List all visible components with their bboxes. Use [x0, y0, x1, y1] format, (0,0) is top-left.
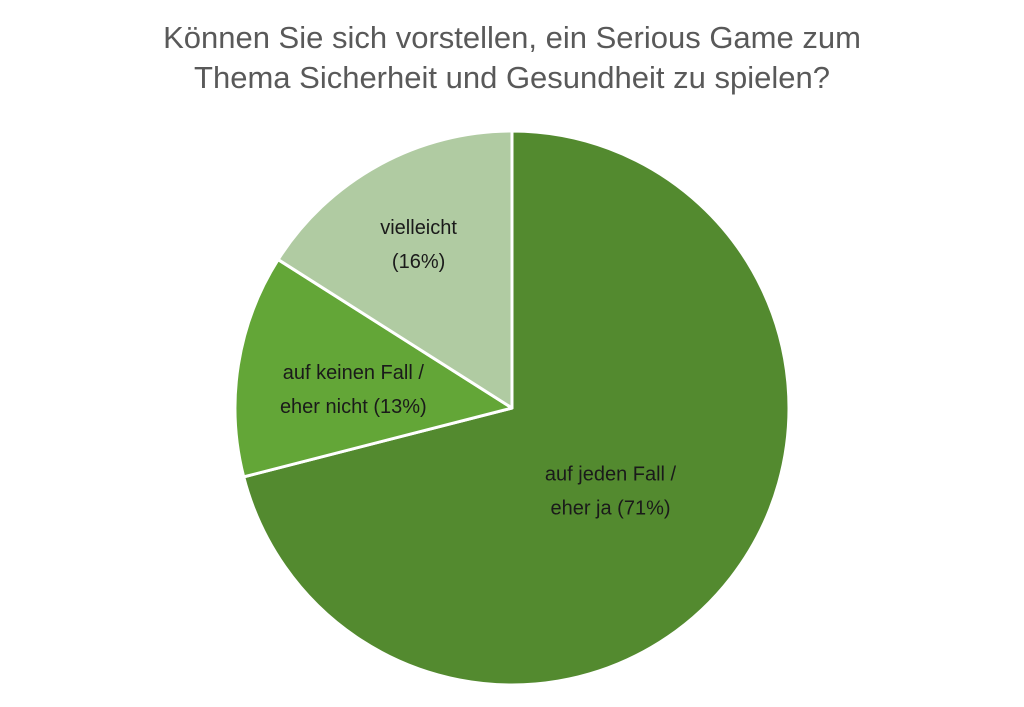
slice-vielleicht — [276, 129, 514, 410]
slice-vielleicht-label: vielleicht (16%) — [380, 217, 457, 273]
slice-auf-jeden-fall — [242, 129, 791, 687]
chart-title-line-1: Können Sie sich vorstellen, ein Serious … — [163, 20, 861, 55]
slice-label-line-2: eher ja (71%) — [550, 497, 670, 519]
slice-label-line-2: (16%) — [392, 251, 445, 273]
slice-auf-jeden-fall-label: auf jeden Fall / eher ja (71%) — [545, 463, 677, 519]
chart-title: Können Sie sich vorstellen, ein Serious … — [0, 18, 1024, 98]
slice-label-line-1: auf jeden Fall / — [545, 463, 677, 485]
chart-title-line-2: Thema Sicherheit und Gesundheit zu spiel… — [194, 60, 830, 95]
pie-slices — [233, 129, 791, 687]
slice-label-line-2: eher nicht (13%) — [280, 396, 427, 418]
slice-label-line-1: vielleicht — [380, 217, 457, 239]
pie-labels: auf jeden Fall / eher ja (71%) auf keinen … — [280, 217, 677, 519]
slice-auf-keinen-fall-label: auf keinen Fall / eher nicht (13%) — [280, 362, 427, 418]
slice-label-line-1: auf keinen Fall / — [283, 362, 425, 384]
slice-auf-keinen-fall — [233, 258, 514, 479]
